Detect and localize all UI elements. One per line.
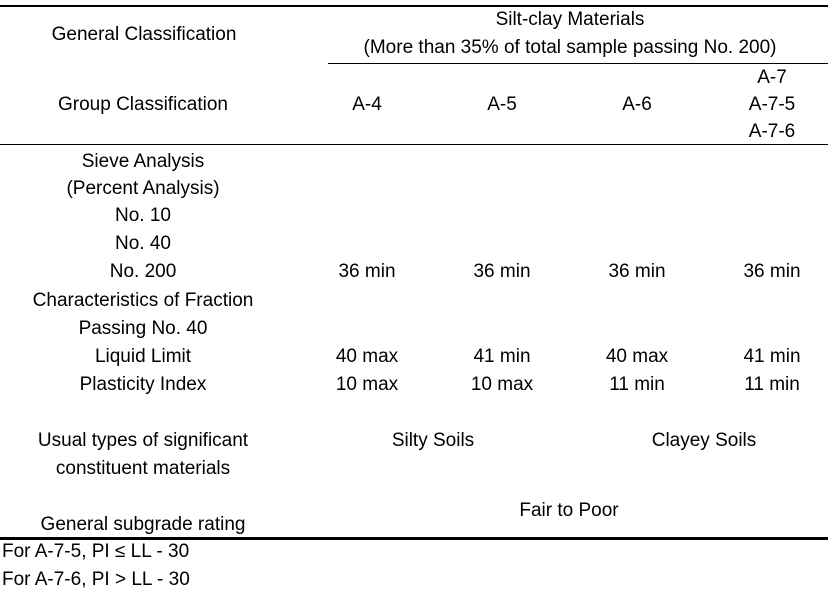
group-a7: A-7	[757, 67, 787, 88]
no200-value-a4: 36 min	[338, 261, 396, 282]
plasticity-index-a5: 10 max	[470, 374, 534, 395]
material-group-title: Silt-clay Materials	[495, 9, 645, 30]
footnote-a7-5: For A-7-5, PI ≤ LL - 30	[2, 541, 190, 562]
sieve-analysis-label: Sieve Analysis	[81, 151, 205, 172]
subgrade-rating-label: General subgrade rating	[40, 514, 246, 535]
plasticity-index-a6: 11 min	[609, 374, 665, 395]
subgrade-rating-value: Fair to Poor	[519, 500, 619, 521]
group-a5: A-5	[487, 94, 517, 115]
plasticity-index-a7: 11 min	[744, 374, 800, 395]
group-a6: A-6	[622, 94, 652, 115]
plasticity-index-label: Plasticity Index	[79, 374, 207, 395]
fraction-label-line1: Characteristics of Fraction	[32, 290, 254, 311]
no200-value-a7: 36 min	[743, 261, 801, 282]
no10-label: No. 10	[115, 205, 171, 226]
percent-analysis-label: (Percent Analysis)	[66, 178, 220, 199]
liquid-limit-a4: 40 max	[335, 346, 399, 367]
no200-label: No. 200	[109, 261, 177, 282]
liquid-limit-a6: 40 max	[605, 346, 669, 367]
usual-types-label-line2: constituent materials	[55, 458, 231, 479]
fraction-label-line2: Passing No. 40	[78, 318, 208, 339]
no200-value-a5: 36 min	[473, 261, 531, 282]
liquid-limit-a7: 41 min	[743, 346, 801, 367]
no200-value-a6: 36 min	[608, 261, 666, 282]
body-bottom-rule	[0, 537, 828, 540]
group-a4: A-4	[352, 94, 382, 115]
general-classification-label: General Classification	[51, 24, 237, 45]
liquid-limit-a5: 41 min	[473, 346, 531, 367]
group-classification-label: Group Classification	[57, 94, 229, 115]
top-rule	[0, 5, 828, 7]
clayey-soils-value: Clayey Soils	[651, 430, 757, 451]
silty-soils-value: Silty Soils	[391, 430, 475, 451]
group-a7-5: A-7-5	[748, 94, 796, 115]
footnote-a7-6: For A-7-6, PI > LL - 30	[2, 569, 190, 590]
usual-types-label-line1: Usual types of significant	[37, 430, 249, 451]
group-header-rule	[328, 63, 828, 64]
material-group-subtitle: (More than 35% of total sample passing N…	[363, 37, 777, 58]
plasticity-index-a4: 10 max	[335, 374, 399, 395]
header-bottom-rule	[0, 144, 828, 145]
no40-label: No. 40	[115, 233, 171, 254]
liquid-limit-label: Liquid Limit	[94, 346, 192, 367]
group-a7-6: A-7-6	[748, 121, 796, 142]
